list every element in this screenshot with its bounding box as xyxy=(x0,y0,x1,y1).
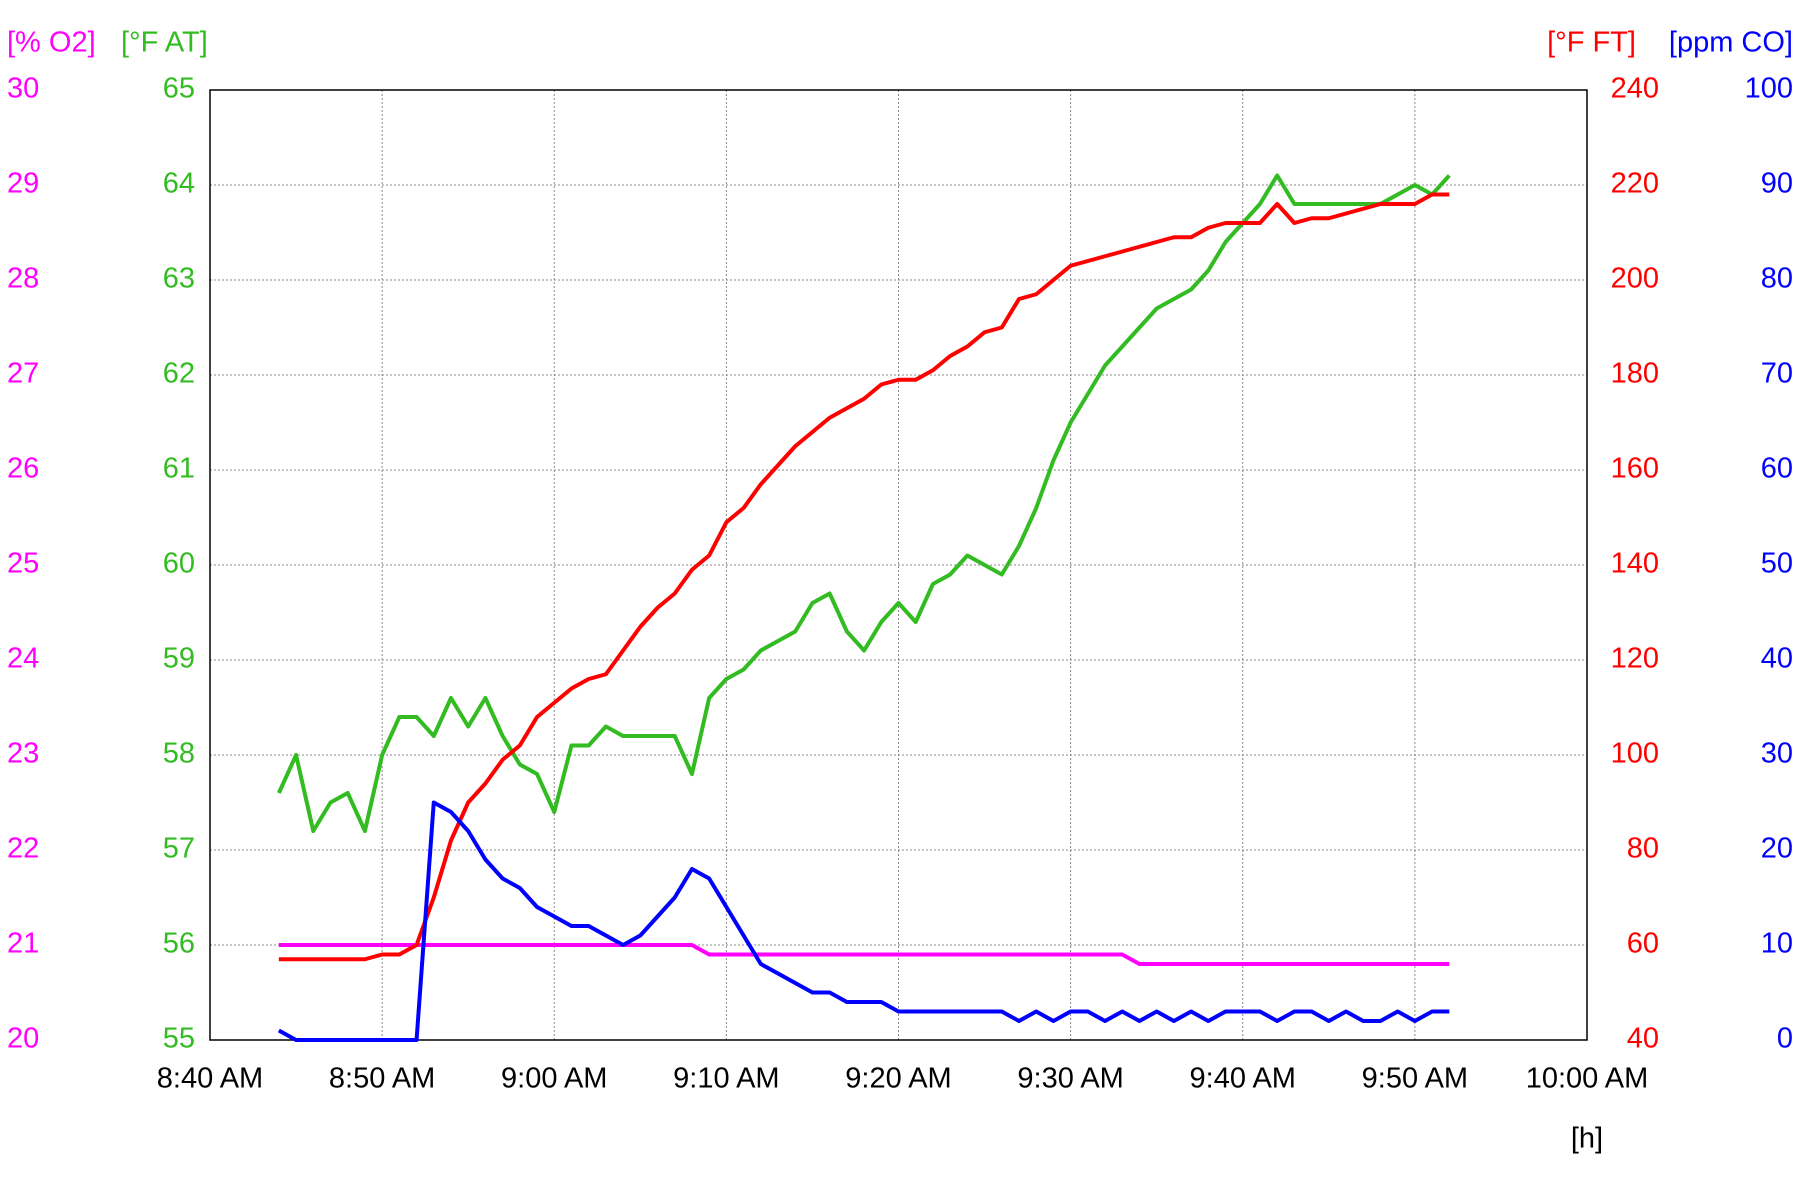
y-tick-label: 90 xyxy=(1761,168,1793,200)
y-tick-label: 40 xyxy=(1761,643,1793,675)
data-line xyxy=(277,800,1450,1042)
y-tick-label: 62 xyxy=(163,358,195,390)
y-tick-label: 100 xyxy=(1611,738,1659,770)
y-tick-label: 20 xyxy=(1761,833,1793,865)
y-tick-label: 180 xyxy=(1611,358,1659,390)
y-tick-label: 80 xyxy=(1761,263,1793,295)
y-tick-label: 28 xyxy=(7,263,39,295)
x-tick-label: 8:40 AM xyxy=(157,1063,263,1095)
y-tick-label: 57 xyxy=(163,833,195,865)
y-tick-label: 59 xyxy=(163,643,195,675)
y-tick-label: 60 xyxy=(1761,453,1793,485)
x-tick-label: 9:10 AM xyxy=(673,1063,779,1095)
y-tick-label: 56 xyxy=(163,928,195,960)
y-tick-label: 60 xyxy=(163,548,195,580)
x-tick-label: 9:00 AM xyxy=(501,1063,607,1095)
y-tick-label: 30 xyxy=(7,73,39,105)
y-tick-label: 26 xyxy=(7,453,39,485)
axis-title: [°F FT] xyxy=(1547,27,1636,59)
y-tick-label: 63 xyxy=(163,263,195,295)
y-tick-label: 10 xyxy=(1761,928,1793,960)
y-tick-label: 61 xyxy=(163,453,195,485)
axis-title: [°F AT] xyxy=(121,27,208,59)
axis-title: [ppm CO] xyxy=(1669,27,1793,59)
y-tick-label: 60 xyxy=(1627,928,1659,960)
y-tick-label: 25 xyxy=(7,548,39,580)
y-tick-label: 0 xyxy=(1777,1023,1793,1055)
y-tick-label: 29 xyxy=(7,168,39,200)
data-line xyxy=(278,943,1450,966)
y-tick-label: 240 xyxy=(1611,73,1659,105)
y-tick-label: 30 xyxy=(1761,738,1793,770)
x-tick-label: 8:50 AM xyxy=(329,1063,435,1095)
y-tick-label: 80 xyxy=(1627,833,1659,865)
x-tick-label: 9:30 AM xyxy=(1017,1063,1123,1095)
y-tick-label: 58 xyxy=(163,738,195,770)
x-tick-label: 9:40 AM xyxy=(1190,1063,1296,1095)
y-tick-label: 21 xyxy=(7,928,39,960)
y-tick-label: 23 xyxy=(7,738,39,770)
data-line xyxy=(277,173,1451,833)
x-tick-label: 9:50 AM xyxy=(1362,1063,1468,1095)
y-tick-label: 55 xyxy=(163,1023,195,1055)
y-tick-label: 24 xyxy=(7,643,39,675)
data-line xyxy=(278,192,1450,962)
y-tick-label: 140 xyxy=(1611,548,1659,580)
y-tick-label: 220 xyxy=(1611,168,1659,200)
x-tick-label: 9:20 AM xyxy=(845,1063,951,1095)
y-tick-label: 100 xyxy=(1745,73,1793,105)
y-tick-label: 64 xyxy=(163,168,195,200)
y-tick-label: 40 xyxy=(1627,1023,1659,1055)
x-axis-label: [h] xyxy=(1571,1123,1603,1155)
y-tick-label: 27 xyxy=(7,358,39,390)
y-tick-label: 22 xyxy=(7,833,39,865)
axis-title: [% O2] xyxy=(7,27,96,59)
y-tick-label: 50 xyxy=(1761,548,1793,580)
y-tick-label: 160 xyxy=(1611,453,1659,485)
y-tick-label: 20 xyxy=(7,1023,39,1055)
y-tick-label: 200 xyxy=(1611,263,1659,295)
y-tick-label: 65 xyxy=(163,73,195,105)
plot-frame xyxy=(209,89,1588,1041)
y-tick-label: 70 xyxy=(1761,358,1793,390)
y-tick-label: 120 xyxy=(1611,643,1659,675)
x-tick-label: 10:00 AM xyxy=(1526,1063,1649,1095)
